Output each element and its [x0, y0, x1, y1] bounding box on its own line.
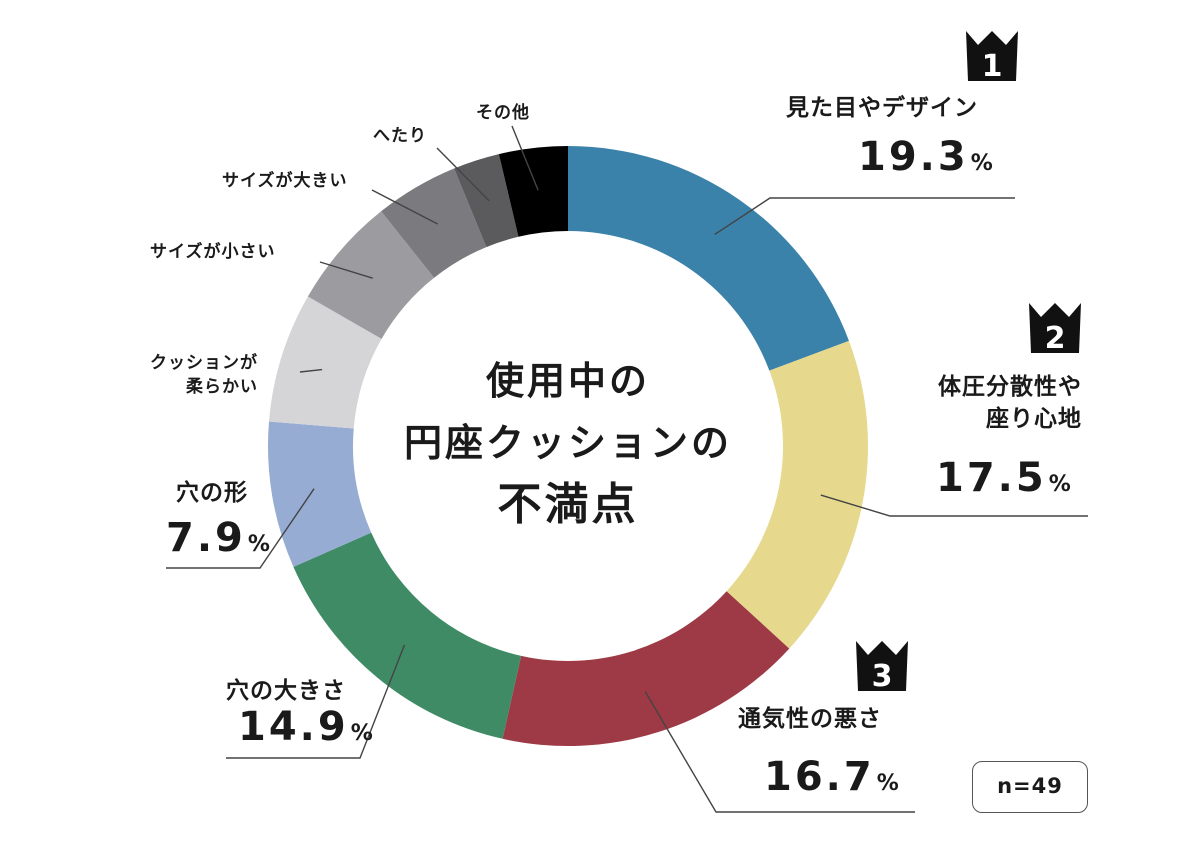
value-ventilation-number: 16.7 — [764, 754, 875, 800]
rank-2-number: 2 — [1045, 321, 1066, 356]
leader-sag — [436, 147, 490, 202]
leader-hole-size — [226, 644, 406, 759]
title-line-2: 円座クッションの — [403, 421, 732, 465]
label-sag: へたり — [373, 126, 427, 146]
value-design-unit: % — [970, 151, 993, 176]
value-pressure-number: 17.5 — [936, 455, 1047, 501]
slice-size-large — [381, 168, 487, 278]
leader-size-large — [371, 189, 438, 225]
label-pressure-line-1: 体圧分散性や — [938, 374, 1082, 400]
slice-sag — [454, 154, 519, 248]
leader-ventilation — [644, 691, 915, 813]
slice-ventilation — [502, 591, 790, 747]
slice-cushion-soft — [269, 296, 382, 429]
value-hole-size-unit: % — [350, 721, 373, 746]
rank-2-crown-icon: 2 — [1029, 303, 1081, 356]
slice-hole-size — [293, 532, 522, 739]
rank-crowns: 1 2 3 — [856, 31, 1081, 694]
label-design: 見た目やデザイン — [786, 95, 978, 121]
slice-design — [568, 146, 849, 371]
rank-3-crown-icon: 3 — [856, 641, 908, 694]
value-hole-size-number: 14.9 — [238, 704, 349, 750]
label-pressure-line-2: 座り心地 — [986, 406, 1082, 432]
leader-pressure — [820, 494, 1088, 517]
label-hole-shape: 穴の形 — [176, 480, 248, 506]
label-ventilation: 通気性の悪さ — [738, 706, 882, 732]
chart-title: 使用中の 円座クッションの 不満点 — [368, 350, 768, 536]
value-pressure-unit: % — [1048, 472, 1071, 497]
value-hole-shape: 7.9% — [166, 515, 270, 568]
rank-3-number: 3 — [872, 659, 893, 694]
label-pressure: 体圧分散性や 座り心地 — [880, 371, 1082, 435]
rank-1-number: 1 — [982, 49, 1003, 84]
title-line-1: 使用中の — [485, 359, 650, 403]
rank-1-crown-icon: 1 — [966, 31, 1018, 84]
label-hole-size: 穴の大きさ — [226, 678, 346, 704]
slice-hole-shape — [268, 421, 372, 567]
value-design: 19.3% — [858, 134, 993, 187]
slice-pressure — [726, 340, 868, 649]
leader-lines — [166, 125, 1088, 813]
slice-size-small — [307, 211, 435, 339]
sample-size-badge: n=49 — [972, 761, 1088, 813]
value-design-number: 19.3 — [858, 134, 969, 180]
label-cushion-soft-line-2: 柔らかい — [186, 377, 258, 397]
label-other: その他 — [476, 103, 530, 123]
value-hole-shape-unit: % — [247, 532, 270, 557]
label-cushion-soft: クッションが 柔らかい — [110, 351, 258, 399]
slice-other — [498, 146, 568, 237]
donut-slices — [268, 146, 868, 747]
label-cushion-soft-line-1: クッションが — [150, 353, 258, 373]
label-size-small: サイズが小さい — [150, 242, 276, 262]
label-size-large: サイズが大きい — [222, 171, 348, 191]
leader-other — [511, 125, 539, 191]
value-pressure: 17.5% — [936, 455, 1071, 508]
leader-cushion-soft — [299, 368, 323, 373]
value-hole-size: 14.9% — [238, 704, 373, 757]
title-line-3: 不満点 — [497, 479, 639, 530]
leader-size-small — [319, 261, 373, 279]
leader-design — [714, 197, 1015, 235]
value-ventilation-unit: % — [876, 771, 899, 796]
value-ventilation: 16.7% — [764, 754, 899, 807]
value-hole-shape-number: 7.9 — [166, 515, 246, 561]
leader-hole-shape — [166, 488, 315, 569]
